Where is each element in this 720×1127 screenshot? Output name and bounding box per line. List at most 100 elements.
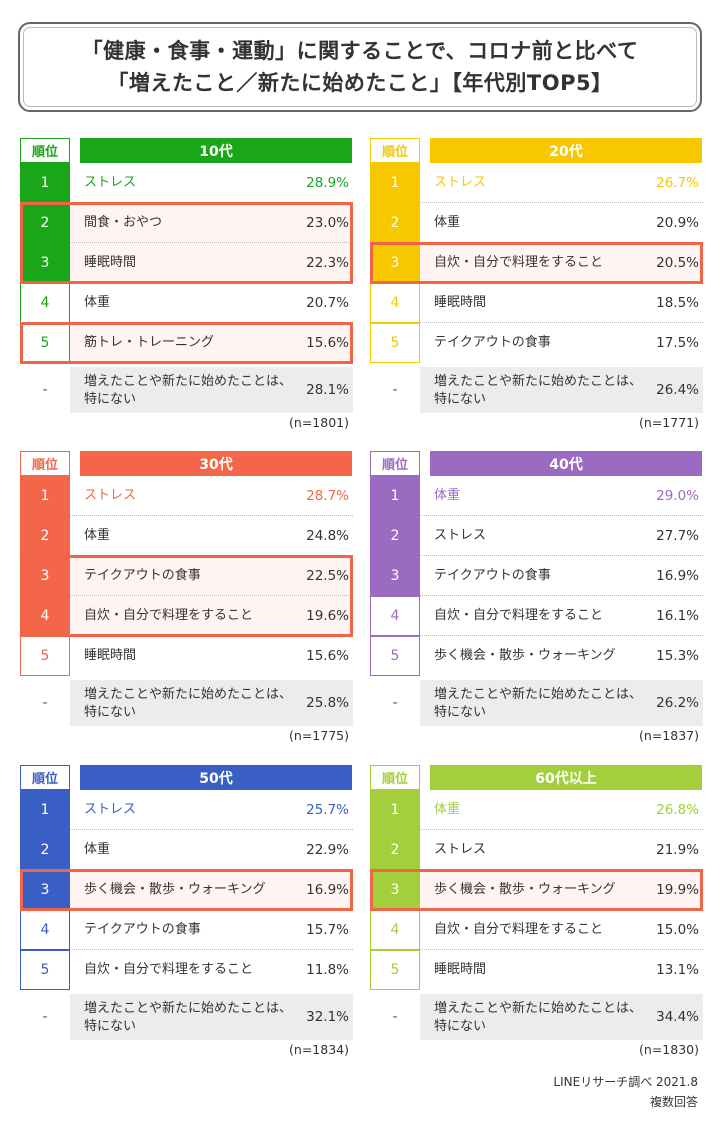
rank-header: 順位 — [20, 765, 70, 790]
item-cell: 間食・おやつ 23.0% — [70, 203, 353, 243]
none-row: - 増えたことや新たに始めたことは、 特にない 26.4% — [370, 367, 703, 413]
highlight-background — [420, 243, 703, 283]
item-cell: 体重 20.7% — [70, 283, 353, 323]
none-value: 34.4% — [656, 1009, 699, 1025]
table-row: 1 ストレス 28.9% — [20, 163, 353, 203]
item-value: 26.8% — [656, 802, 699, 818]
table-row: 5 筋トレ・トレーニング 15.6% — [20, 323, 353, 363]
item-label: 筋トレ・トレーニング — [84, 335, 215, 350]
table-row: 1 体重 26.8% — [370, 790, 703, 830]
age-group-header: 20代 — [430, 138, 702, 163]
item-label: 睡眠時間 — [434, 295, 487, 310]
item-cell: ストレス 28.9% — [70, 163, 353, 203]
age-group-header: 50代 — [80, 765, 352, 790]
item-value: 16.1% — [656, 608, 699, 624]
none-label-line-2: 特にない — [84, 1019, 137, 1034]
none-label: 増えたことや新たに始めたことは、 特にない — [84, 373, 292, 409]
item-value: 15.7% — [306, 922, 349, 938]
age-group-header: 10代 — [80, 138, 352, 163]
none-label-line-1: 増えたことや新たに始めたことは、 — [434, 374, 643, 389]
item-value: 23.0% — [306, 215, 349, 231]
item-label: 自炊・自分で料理をすること — [84, 608, 254, 623]
none-value: 26.4% — [656, 382, 699, 398]
item-cell: 睡眠時間 18.5% — [420, 283, 703, 323]
table-row: 5 睡眠時間 15.6% — [20, 636, 353, 676]
highlight-frame — [20, 869, 353, 911]
rank-cell: 2 — [20, 516, 70, 556]
table-row: 3 テイクアウトの食事 16.9% — [370, 556, 703, 596]
none-rank-cell: - — [42, 1009, 48, 1025]
age-group-header: 60代以上 — [430, 765, 702, 790]
rank-header: 順位 — [20, 138, 70, 163]
rank-cell: 3 — [20, 556, 70, 596]
none-row: - 増えたことや新たに始めたことは、 特にない 28.1% — [20, 367, 353, 413]
none-value: 28.1% — [306, 382, 349, 398]
item-label: 間食・おやつ — [84, 215, 163, 230]
none-cell: 増えたことや新たに始めたことは、 特にない 28.1% — [70, 367, 353, 413]
item-label: ストレス — [434, 842, 487, 857]
sample-size: (n=1775) — [289, 728, 349, 743]
none-cell: 増えたことや新たに始めたことは、 特にない 25.8% — [70, 680, 353, 726]
table-row: 1 ストレス 28.7% — [20, 476, 353, 516]
none-label: 増えたことや新たに始めたことは、 特にない — [434, 1000, 642, 1036]
none-rank-cell: - — [42, 695, 48, 711]
ranking-panel: 順位 40代 1 体重 29.0% 2 ストレス 27.7% 3 テイクアウトの食事 16.9% 4 自… — [370, 451, 703, 751]
rank-cell: 2 — [370, 516, 420, 556]
rank-cell: 5 — [20, 950, 70, 990]
table-row: 1 体重 29.0% — [370, 476, 703, 516]
rank-cell: 5 — [370, 323, 420, 363]
rank-cell: 2 — [20, 830, 70, 870]
item-cell: 歩く機会・散歩・ウォーキング 15.3% — [420, 636, 703, 676]
item-cell: ストレス 21.9% — [420, 830, 703, 870]
item-value: 11.8% — [306, 962, 349, 978]
item-value: 20.7% — [306, 295, 349, 311]
table-row: 2 体重 22.9% — [20, 830, 353, 870]
rank-cell: 5 — [20, 323, 70, 363]
highlight-background — [70, 870, 353, 910]
item-value: 20.9% — [656, 215, 699, 231]
title-line-2: 「増えたこと／新たに始めたこと」【年代別TOP5】 — [107, 71, 613, 95]
sample-size: (n=1834) — [289, 1042, 349, 1057]
item-label: テイクアウトの食事 — [84, 922, 201, 937]
none-value: 25.8% — [306, 695, 349, 711]
table-row: 5 睡眠時間 13.1% — [370, 950, 703, 990]
none-label: 増えたことや新たに始めたことは、 特にない — [84, 1000, 292, 1036]
highlight-frame — [20, 322, 353, 364]
item-label: 自炊・自分で料理をすること — [434, 922, 604, 937]
item-label: 体重 — [434, 488, 461, 503]
none-label-line-2: 特にない — [434, 392, 487, 407]
sample-size: (n=1837) — [639, 728, 699, 743]
rank-cell: 4 — [20, 910, 70, 950]
none-label-line-2: 特にない — [434, 705, 487, 720]
item-label: テイクアウトの食事 — [84, 568, 201, 583]
rank-cell: 1 — [20, 476, 70, 516]
source-note: LINEリサーチ調べ 2021.8 — [553, 1075, 698, 1089]
item-value: 15.6% — [306, 335, 349, 351]
item-value: 16.9% — [656, 568, 699, 584]
rank-cell: 2 — [370, 203, 420, 243]
item-cell: テイクアウトの食事 15.7% — [70, 910, 353, 950]
item-value: 27.7% — [656, 528, 699, 544]
item-value: 20.5% — [656, 255, 699, 271]
item-cell: 自炊・自分で料理をすること 11.8% — [70, 950, 353, 990]
rank-cell: 4 — [370, 910, 420, 950]
ranking-panel: 順位 10代 1 ストレス 28.9% 2 間食・おやつ 23.0% 3 睡眠時間 22.3% 4 体重… — [20, 138, 353, 438]
highlight-background — [420, 870, 703, 910]
item-label: 睡眠時間 — [84, 648, 137, 663]
item-label: ストレス — [84, 175, 137, 190]
table-row: 4 自炊・自分で料理をすること 16.1% — [370, 596, 703, 636]
table-row: 1 ストレス 25.7% — [20, 790, 353, 830]
item-label: ストレス — [84, 802, 137, 817]
rank-cell: 1 — [20, 790, 70, 830]
table-row: 4 体重 20.7% — [20, 283, 353, 323]
item-value: 25.7% — [306, 802, 349, 818]
ranking-panel: 順位 50代 1 ストレス 25.7% 2 体重 22.9% 3 歩く機会・散歩・ウォーキング 16… — [20, 765, 353, 1065]
item-label: テイクアウトの食事 — [434, 568, 551, 583]
item-label: 歩く機会・散歩・ウォーキング — [434, 882, 616, 897]
item-value: 29.0% — [656, 488, 699, 504]
table-row: 4 睡眠時間 18.5% — [370, 283, 703, 323]
none-label: 増えたことや新たに始めたことは、 特にない — [434, 686, 642, 722]
rank-cell: 4 — [20, 283, 70, 323]
none-row: - 増えたことや新たに始めたことは、 特にない 25.8% — [20, 680, 353, 726]
item-value: 17.5% — [656, 335, 699, 351]
